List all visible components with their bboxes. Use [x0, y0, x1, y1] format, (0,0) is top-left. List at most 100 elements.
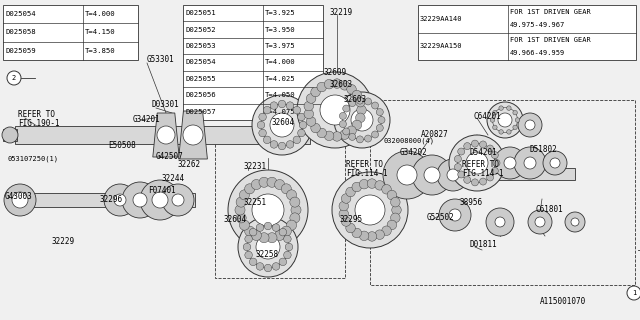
Text: D025052: D025052: [185, 27, 216, 33]
Text: FOR 1ST DRIVEN GEAR: FOR 1ST DRIVEN GEAR: [510, 37, 591, 43]
Circle shape: [287, 190, 296, 200]
Circle shape: [479, 178, 486, 185]
Circle shape: [228, 170, 308, 250]
Circle shape: [390, 197, 400, 207]
Circle shape: [493, 125, 497, 130]
Circle shape: [12, 192, 28, 208]
Circle shape: [464, 176, 471, 183]
Circle shape: [376, 124, 383, 132]
Circle shape: [256, 263, 264, 270]
Circle shape: [490, 118, 495, 122]
Circle shape: [392, 205, 401, 215]
Circle shape: [378, 116, 385, 124]
Text: G42507: G42507: [156, 152, 184, 161]
Circle shape: [267, 233, 277, 243]
Circle shape: [365, 135, 372, 142]
Bar: [370, 100, 635, 285]
Circle shape: [104, 184, 136, 216]
Circle shape: [352, 228, 362, 238]
Circle shape: [282, 226, 291, 236]
Circle shape: [447, 169, 459, 181]
Circle shape: [307, 94, 316, 103]
Circle shape: [543, 151, 567, 175]
Circle shape: [285, 243, 292, 251]
Text: T=3.975: T=3.975: [265, 43, 296, 49]
Circle shape: [324, 131, 334, 140]
Bar: [418, 5, 636, 60]
Circle shape: [346, 223, 355, 233]
Circle shape: [172, 194, 184, 206]
Circle shape: [627, 286, 640, 300]
Bar: [3, 5, 138, 60]
Bar: [390, 168, 575, 180]
Text: FIG.190-1: FIG.190-1: [18, 119, 60, 128]
Circle shape: [387, 190, 397, 200]
Circle shape: [282, 184, 291, 194]
Circle shape: [298, 129, 305, 137]
Circle shape: [375, 180, 385, 190]
Circle shape: [270, 113, 294, 137]
Circle shape: [122, 182, 158, 218]
Text: T=4.000: T=4.000: [265, 60, 296, 66]
Text: 32229AA150: 32229AA150: [420, 43, 463, 49]
Circle shape: [356, 136, 364, 143]
Circle shape: [464, 143, 471, 150]
Circle shape: [494, 147, 526, 179]
Circle shape: [352, 182, 362, 192]
Text: 32609: 32609: [323, 68, 346, 77]
Circle shape: [264, 222, 272, 230]
Text: D03301: D03301: [152, 100, 180, 109]
Circle shape: [342, 128, 349, 135]
Circle shape: [4, 184, 36, 216]
Circle shape: [239, 220, 250, 230]
Circle shape: [381, 226, 391, 236]
Text: 32296: 32296: [100, 195, 123, 204]
Text: D025054: D025054: [5, 11, 36, 17]
Circle shape: [340, 130, 349, 140]
Circle shape: [298, 113, 305, 121]
Circle shape: [513, 110, 517, 115]
Circle shape: [376, 108, 383, 116]
Circle shape: [317, 128, 326, 138]
Circle shape: [259, 113, 266, 121]
Circle shape: [375, 230, 385, 239]
Circle shape: [259, 177, 269, 187]
Circle shape: [244, 226, 255, 236]
Circle shape: [140, 180, 180, 220]
Text: T=3.850: T=3.850: [85, 48, 116, 54]
Circle shape: [525, 120, 535, 130]
Text: REFER TO: REFER TO: [462, 160, 499, 169]
Circle shape: [356, 97, 365, 107]
Circle shape: [486, 174, 493, 181]
Circle shape: [235, 205, 245, 215]
Circle shape: [286, 102, 294, 109]
Circle shape: [245, 235, 252, 243]
Circle shape: [256, 224, 264, 231]
Text: G52502: G52502: [427, 213, 455, 222]
Circle shape: [275, 180, 285, 189]
Bar: [3, 129, 17, 141]
Circle shape: [466, 152, 488, 174]
Circle shape: [245, 251, 252, 259]
Text: 32251: 32251: [243, 198, 266, 207]
Circle shape: [359, 180, 369, 189]
Text: 053107250(1): 053107250(1): [8, 155, 59, 162]
Circle shape: [472, 140, 479, 147]
Text: D025056: D025056: [185, 92, 216, 98]
Circle shape: [498, 113, 512, 127]
Text: T=3.950: T=3.950: [265, 27, 296, 33]
Circle shape: [259, 233, 269, 243]
Text: T=4.000: T=4.000: [85, 11, 116, 17]
Circle shape: [290, 197, 300, 207]
Circle shape: [524, 157, 536, 169]
Circle shape: [356, 105, 366, 115]
Circle shape: [341, 217, 351, 226]
Circle shape: [162, 184, 194, 216]
Circle shape: [287, 220, 296, 230]
Circle shape: [311, 123, 321, 133]
Circle shape: [332, 79, 342, 88]
Text: REFER TO: REFER TO: [18, 110, 55, 119]
Circle shape: [424, 167, 440, 183]
Circle shape: [293, 136, 301, 144]
Circle shape: [339, 112, 346, 119]
